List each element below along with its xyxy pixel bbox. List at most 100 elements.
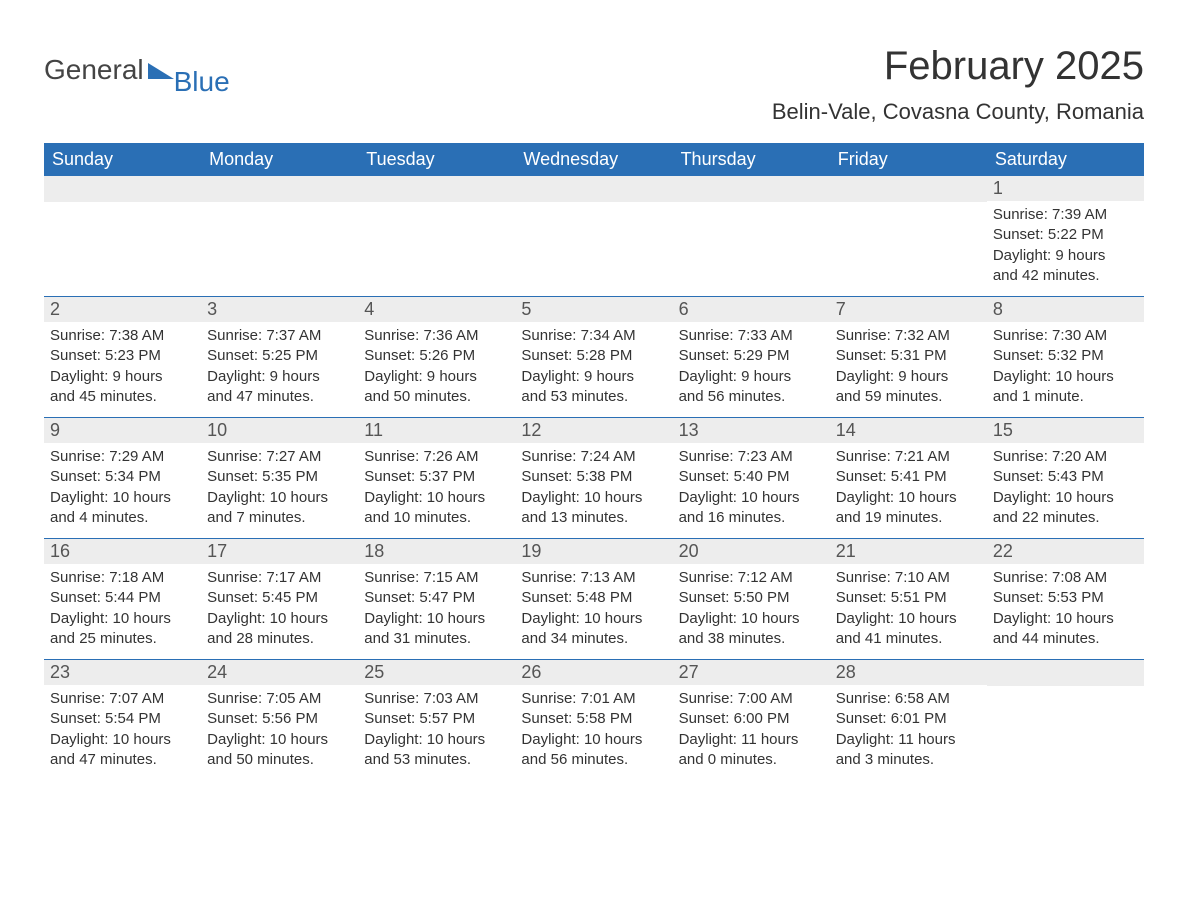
day-number-empty xyxy=(358,176,515,202)
day-details: Sunrise: 7:36 AMSunset: 5:26 PMDaylight:… xyxy=(358,322,515,415)
day-daylight1: Daylight: 10 hours xyxy=(521,730,666,750)
day-sunrise: Sunrise: 7:38 AM xyxy=(50,326,195,346)
day-sunset: Sunset: 5:38 PM xyxy=(521,467,666,487)
logo-text-2: Blue xyxy=(174,66,230,98)
weekday-header: Saturday xyxy=(987,143,1144,176)
day-sunset: Sunset: 5:25 PM xyxy=(207,346,352,366)
day-sunset: Sunset: 5:53 PM xyxy=(993,588,1138,608)
day-daylight1: Daylight: 10 hours xyxy=(993,488,1138,508)
day-sunset: Sunset: 5:43 PM xyxy=(993,467,1138,487)
day-sunset: Sunset: 5:40 PM xyxy=(679,467,824,487)
day-sunset: Sunset: 5:26 PM xyxy=(364,346,509,366)
day-daylight2: and 25 minutes. xyxy=(50,629,195,649)
day-number-empty xyxy=(201,176,358,202)
day-number: 28 xyxy=(830,660,987,685)
day-number-empty xyxy=(673,176,830,202)
calendar-day: 3 Sunrise: 7:37 AMSunset: 5:25 PMDaylight… xyxy=(201,297,358,417)
day-number: 9 xyxy=(44,418,201,443)
day-daylight2: and 10 minutes. xyxy=(364,508,509,528)
day-sunrise: Sunrise: 7:37 AM xyxy=(207,326,352,346)
day-number: 27 xyxy=(673,660,830,685)
calendar-day: 10Sunrise: 7:27 AMSunset: 5:35 PMDayligh… xyxy=(201,418,358,538)
day-number: 10 xyxy=(201,418,358,443)
day-number: 17 xyxy=(201,539,358,564)
day-number: 12 xyxy=(515,418,672,443)
logo: General Blue xyxy=(44,44,230,86)
day-daylight1: Daylight: 10 hours xyxy=(207,609,352,629)
day-details: Sunrise: 7:29 AMSunset: 5:34 PMDaylight:… xyxy=(44,443,201,536)
day-number: 8 xyxy=(987,297,1144,322)
day-number-empty xyxy=(830,176,987,202)
day-daylight1: Daylight: 10 hours xyxy=(836,488,981,508)
day-number: 15 xyxy=(987,418,1144,443)
day-number: 18 xyxy=(358,539,515,564)
day-number: 7 xyxy=(830,297,987,322)
weekday-header: Tuesday xyxy=(358,143,515,176)
day-daylight1: Daylight: 9 hours xyxy=(207,367,352,387)
calendar-day: 20Sunrise: 7:12 AMSunset: 5:50 PMDayligh… xyxy=(673,539,830,659)
calendar-day: 7Sunrise: 7:32 AMSunset: 5:31 PMDaylight… xyxy=(830,297,987,417)
day-sunset: Sunset: 5:54 PM xyxy=(50,709,195,729)
day-daylight2: and 50 minutes. xyxy=(207,750,352,770)
calendar-day: 6Sunrise: 7:33 AMSunset: 5:29 PMDaylight… xyxy=(673,297,830,417)
day-sunset: Sunset: 5:47 PM xyxy=(364,588,509,608)
day-daylight2: and 41 minutes. xyxy=(836,629,981,649)
day-number: 22 xyxy=(987,539,1144,564)
calendar-day-empty xyxy=(44,176,201,296)
title-block: February 2025 Belin-Vale, Covasna County… xyxy=(772,44,1144,143)
day-daylight2: and 34 minutes. xyxy=(521,629,666,649)
day-sunset: Sunset: 5:44 PM xyxy=(50,588,195,608)
day-daylight1: Daylight: 10 hours xyxy=(521,488,666,508)
day-sunrise: Sunrise: 7:34 AM xyxy=(521,326,666,346)
day-number: 26 xyxy=(515,660,672,685)
day-number: 19 xyxy=(515,539,672,564)
day-number: 11 xyxy=(358,418,515,443)
calendar-week: 9Sunrise: 7:29 AMSunset: 5:34 PMDaylight… xyxy=(44,417,1144,538)
day-sunrise: Sunrise: 7:20 AM xyxy=(993,447,1138,467)
day-details: Sunrise: 7:33 AMSunset: 5:29 PMDaylight:… xyxy=(673,322,830,415)
day-number: 6 xyxy=(673,297,830,322)
header: General Blue February 2025 Belin-Vale, C… xyxy=(44,44,1144,143)
day-number-empty xyxy=(987,660,1144,686)
day-sunset: Sunset: 5:32 PM xyxy=(993,346,1138,366)
day-sunrise: Sunrise: 7:30 AM xyxy=(993,326,1138,346)
day-number: 3 xyxy=(201,297,358,322)
day-sunset: Sunset: 5:28 PM xyxy=(521,346,666,366)
day-daylight2: and 47 minutes. xyxy=(207,387,352,407)
day-sunrise: Sunrise: 7:17 AM xyxy=(207,568,352,588)
calendar-day-empty xyxy=(358,176,515,296)
day-sunrise: Sunrise: 7:33 AM xyxy=(679,326,824,346)
calendar-day: 18Sunrise: 7:15 AMSunset: 5:47 PMDayligh… xyxy=(358,539,515,659)
day-daylight2: and 56 minutes. xyxy=(679,387,824,407)
day-sunrise: Sunrise: 7:13 AM xyxy=(521,568,666,588)
day-sunrise: Sunrise: 7:12 AM xyxy=(679,568,824,588)
day-number: 2 xyxy=(44,297,201,322)
weekday-header: Sunday xyxy=(44,143,201,176)
day-daylight2: and 16 minutes. xyxy=(679,508,824,528)
day-sunset: Sunset: 6:01 PM xyxy=(836,709,981,729)
day-details: Sunrise: 7:00 AMSunset: 6:00 PMDaylight:… xyxy=(673,685,830,778)
day-sunset: Sunset: 5:56 PM xyxy=(207,709,352,729)
calendar-day: 8Sunrise: 7:30 AMSunset: 5:32 PMDaylight… xyxy=(987,297,1144,417)
day-sunrise: Sunrise: 6:58 AM xyxy=(836,689,981,709)
day-daylight1: Daylight: 10 hours xyxy=(364,609,509,629)
day-details: Sunrise: 7:07 AMSunset: 5:54 PMDaylight:… xyxy=(44,685,201,778)
day-sunset: Sunset: 5:22 PM xyxy=(993,225,1138,245)
day-sunset: Sunset: 5:48 PM xyxy=(521,588,666,608)
calendar-day: 11Sunrise: 7:26 AMSunset: 5:37 PMDayligh… xyxy=(358,418,515,538)
day-details: Sunrise: 7:05 AMSunset: 5:56 PMDaylight:… xyxy=(201,685,358,778)
day-daylight2: and 19 minutes. xyxy=(836,508,981,528)
day-daylight1: Daylight: 10 hours xyxy=(50,488,195,508)
day-daylight1: Daylight: 10 hours xyxy=(364,730,509,750)
day-daylight2: and 28 minutes. xyxy=(207,629,352,649)
day-daylight1: Daylight: 10 hours xyxy=(836,609,981,629)
day-sunrise: Sunrise: 7:21 AM xyxy=(836,447,981,467)
calendar-day: 2Sunrise: 7:38 AMSunset: 5:23 PMDaylight… xyxy=(44,297,201,417)
day-daylight1: Daylight: 9 hours xyxy=(364,367,509,387)
day-daylight1: Daylight: 11 hours xyxy=(836,730,981,750)
day-details: Sunrise: 7:38 AMSunset: 5:23 PMDaylight:… xyxy=(44,322,201,415)
day-sunset: Sunset: 5:41 PM xyxy=(836,467,981,487)
day-sunrise: Sunrise: 7:36 AM xyxy=(364,326,509,346)
day-daylight1: Daylight: 9 hours xyxy=(521,367,666,387)
day-sunset: Sunset: 5:58 PM xyxy=(521,709,666,729)
